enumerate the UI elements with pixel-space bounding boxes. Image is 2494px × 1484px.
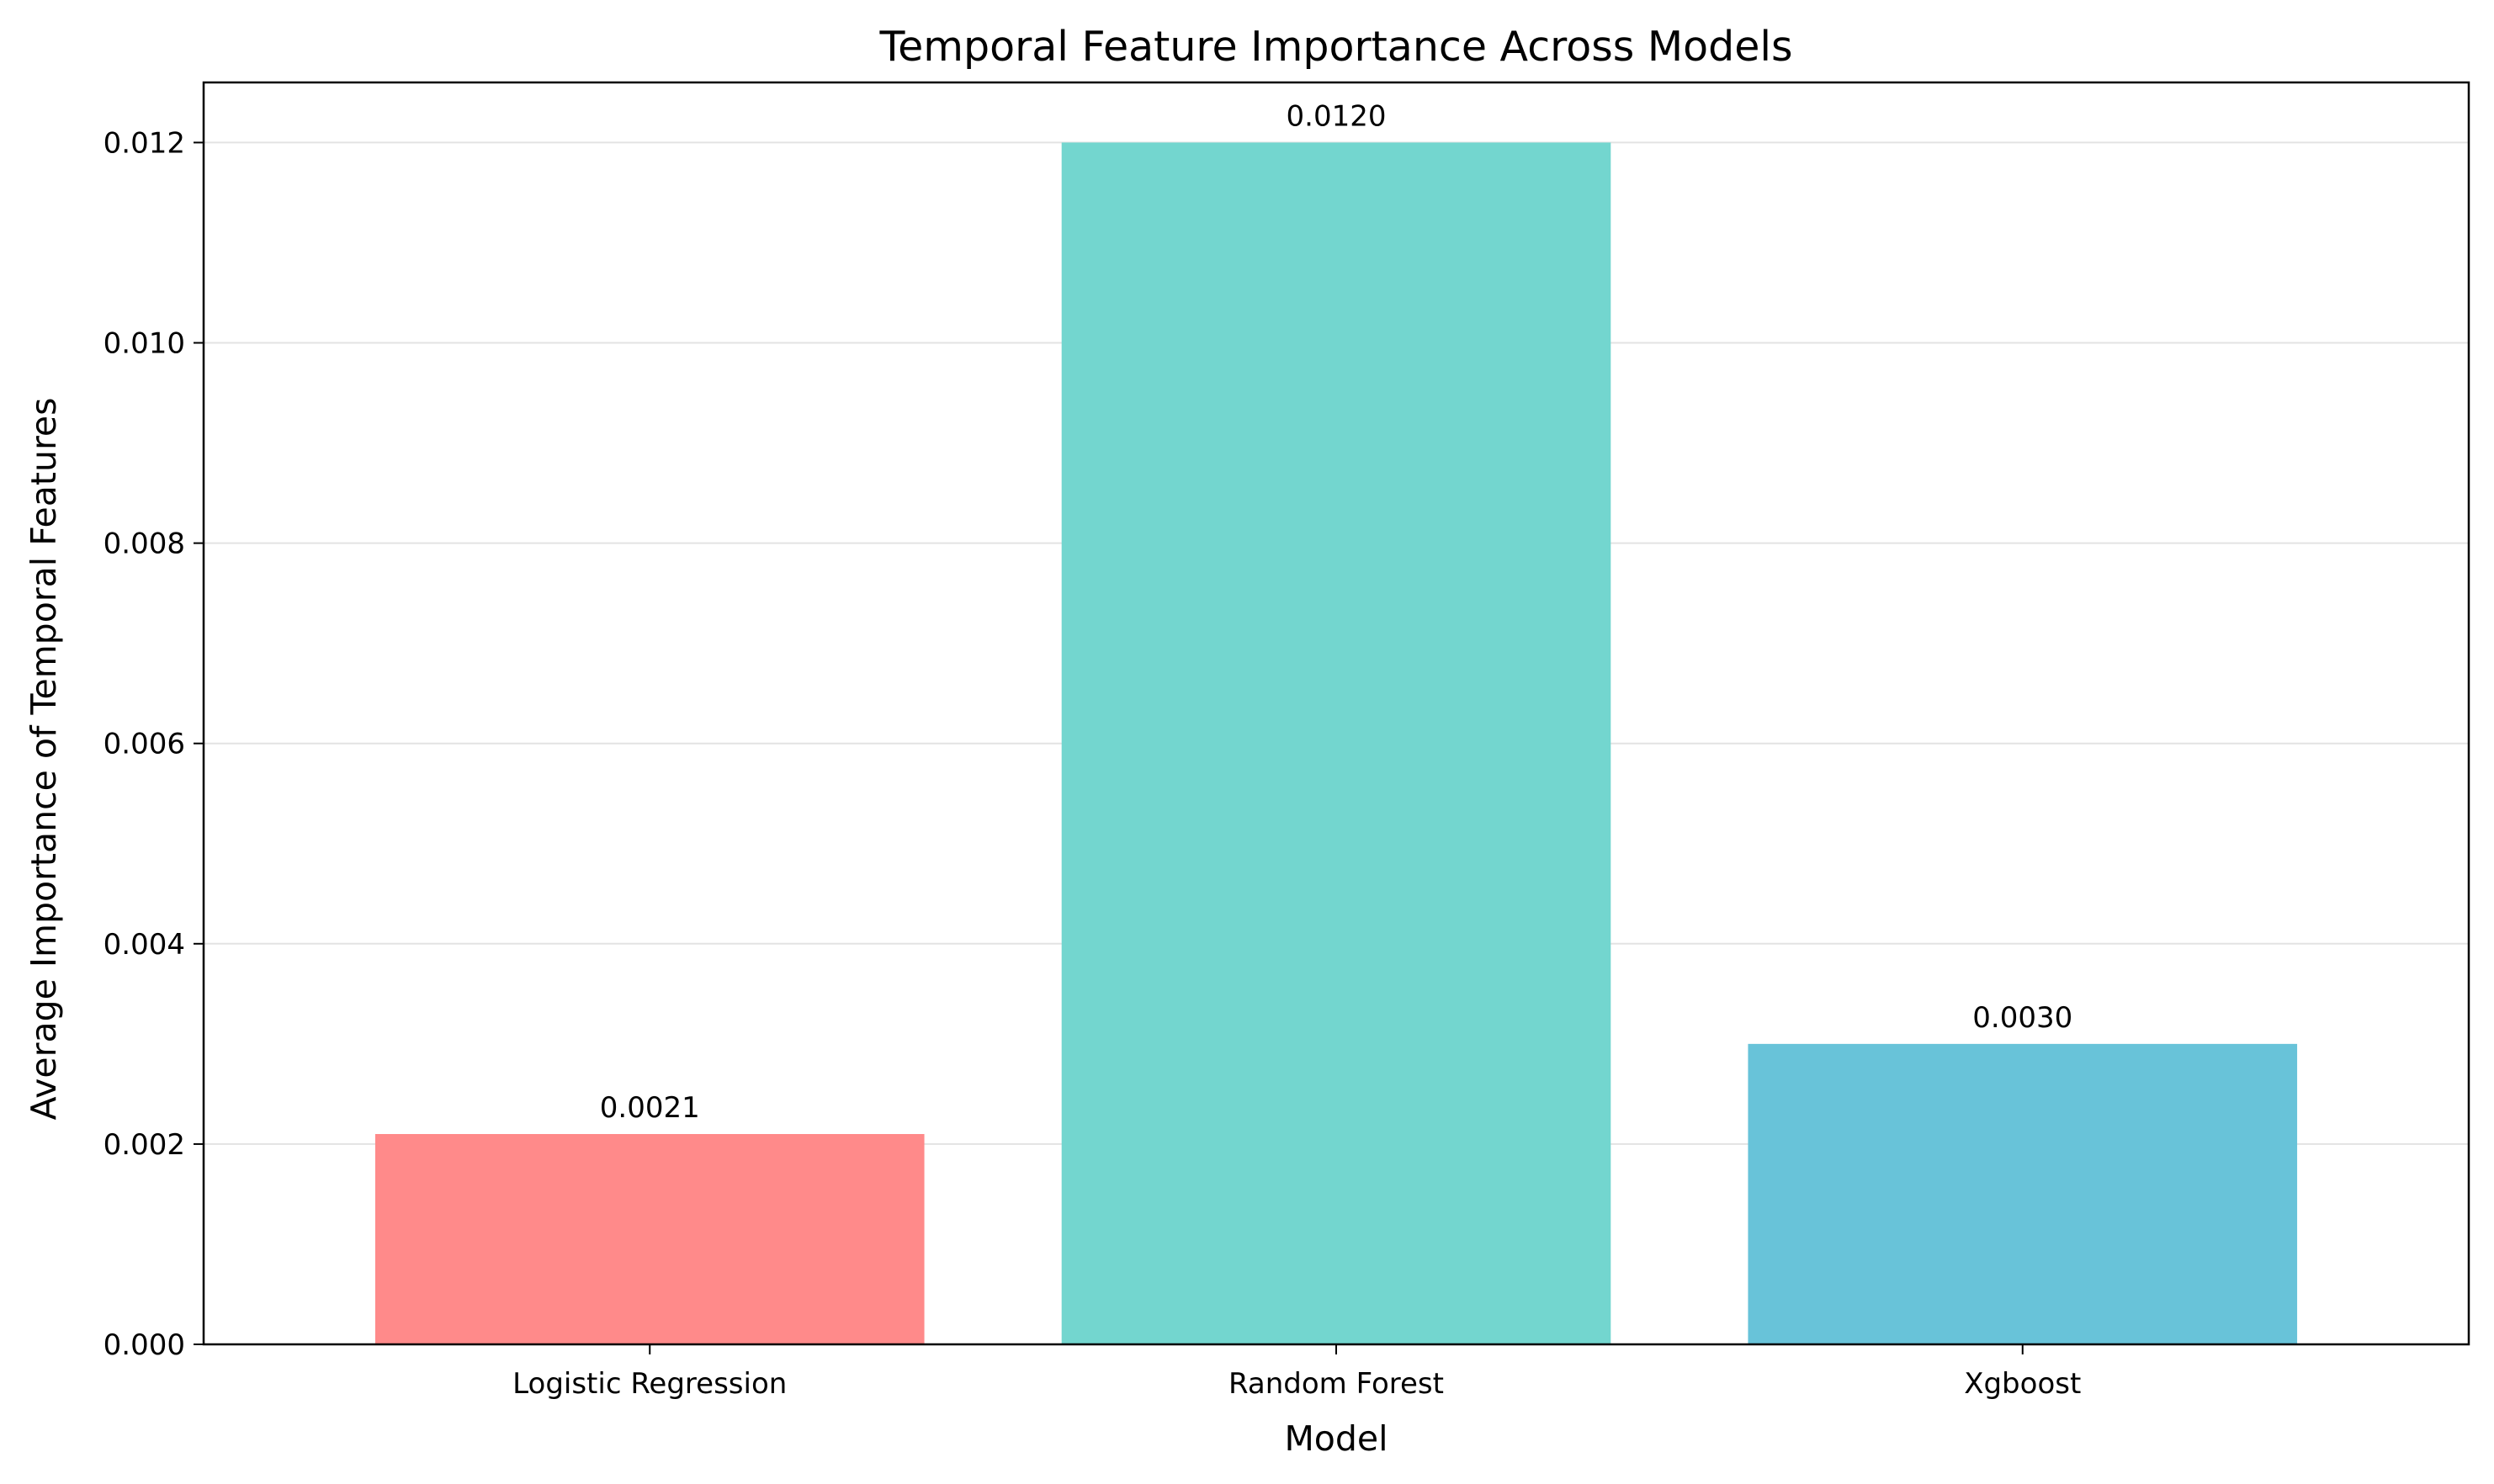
chart-title: Temporal Feature Importance Across Model… [879, 23, 1793, 71]
bar-value-label: 0.0021 [600, 1091, 700, 1125]
plot-frame [202, 81, 2470, 1346]
y-tick-label: 0.010 [103, 327, 185, 361]
y-tick-label: 0.006 [103, 728, 185, 761]
bar-layer [374, 142, 2298, 1344]
bar-logistic-regression [374, 1134, 925, 1344]
bar-random-forest [1061, 142, 1611, 1344]
y-tick-label: 0.002 [103, 1128, 185, 1162]
x-axis-title: Model [1284, 1418, 1388, 1459]
x-tick-label: Random Forest [1228, 1367, 1444, 1401]
bar-xgboost [1748, 1043, 2298, 1344]
bar-value-label: 0.0030 [1972, 1001, 2072, 1035]
y-tick-label: 0.008 [103, 527, 185, 561]
bar-value-label: 0.0120 [1287, 99, 1387, 133]
x-tick-label: Xgboost [1964, 1367, 2081, 1401]
y-axis-title: Average Importance of Temporal Features [24, 398, 64, 1121]
y-tick-label: 0.000 [103, 1328, 185, 1362]
axis-layer [194, 81, 2470, 1354]
y-tick-label: 0.004 [103, 928, 185, 962]
y-tick-label: 0.012 [103, 126, 185, 160]
x-tick-label: Logistic Regression [512, 1367, 787, 1401]
label-layer: 0.000 0.002 0.004 0.006 0.008 0.010 0.012 0.002… [103, 99, 2082, 1401]
